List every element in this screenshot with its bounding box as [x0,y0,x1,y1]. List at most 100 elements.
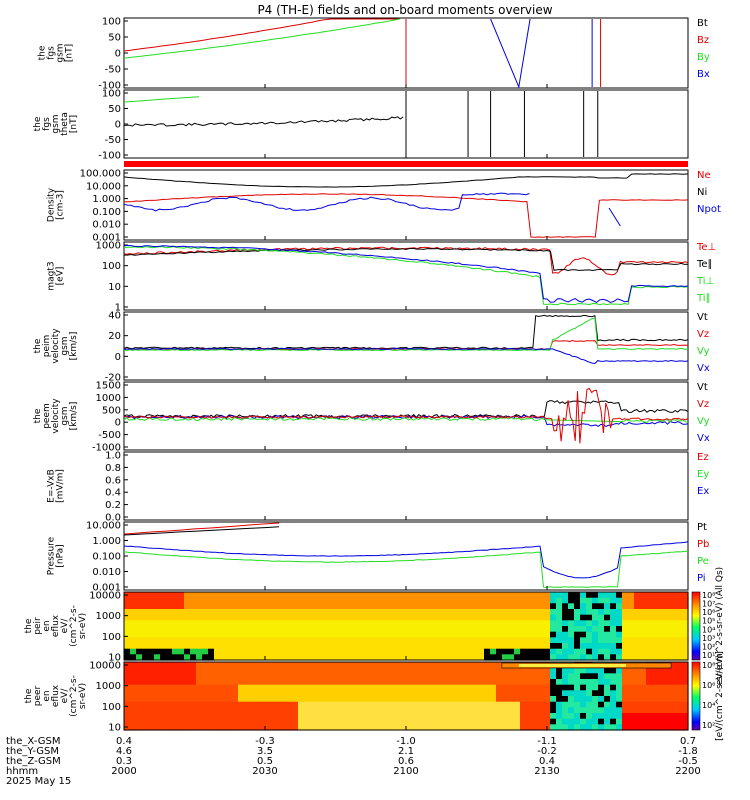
heatmap-cell [298,667,305,674]
heatmap-cell [592,707,599,714]
heatmap-cell [646,654,653,661]
heatmap-cell [634,673,641,680]
heatmap-cell [430,713,437,720]
heatmap-cell [418,597,425,604]
heatmap-cell [214,713,221,720]
heatmap-cell [544,679,551,686]
heatmap-cell [550,620,557,627]
heatmap-cell [508,648,515,655]
heatmap-cell [430,696,437,703]
heatmap-cell [520,684,527,691]
heatmap-cell [484,643,491,650]
heatmap-cell [154,724,161,731]
heatmap-cell [382,643,389,650]
heatmap-cell [574,592,581,599]
heatmap-cell [292,643,299,650]
heatmap-cell [406,597,413,604]
x-annotation-value: 2100 [393,766,418,777]
heatmap-cell [616,592,623,599]
heatmap-cell [436,626,443,633]
heatmap-cell [550,592,557,599]
heatmap-cell [496,679,503,686]
heatmap-cell [238,609,245,616]
heatmap-cell [610,626,617,633]
heatmap-cell [514,684,521,691]
heatmap-cell [232,597,239,604]
heatmap-cell [130,631,137,638]
heatmap-cell [490,626,497,633]
heatmap-cell [664,592,671,599]
heatmap-cell [658,631,665,638]
heatmap-cell [220,707,227,714]
heatmap-cell [226,684,233,691]
heatmap-cell [202,637,209,644]
heatmap-cell [418,690,425,697]
heatmap-cell [586,690,593,697]
heatmap-cell [322,679,329,686]
heatmap-cell [652,592,659,599]
heatmap-cell [472,643,479,650]
heatmap-cell [628,614,635,621]
y-tick-label: -20 [105,373,121,384]
heatmap-cell [622,718,629,725]
heatmap-cell [190,701,197,708]
heatmap-cell [358,667,365,674]
heatmap-cell [364,718,371,725]
heatmap-cell [268,667,275,674]
heatmap-cell [598,597,605,604]
heatmap-cell [292,707,299,714]
heatmap-cell [238,684,245,691]
heatmap-cell [478,667,485,674]
heatmap-cell [640,592,647,599]
heatmap-cell [268,684,275,691]
heatmap-cell [472,667,479,674]
heatmap-cell [472,597,479,604]
heatmap-cell [286,614,293,621]
heatmap-cell [196,696,203,703]
heatmap-cell [340,707,347,714]
heatmap-cell [550,637,557,644]
heatmap-cell [334,609,341,616]
heatmap-cell [244,597,251,604]
heatmap-cell [424,713,431,720]
heatmap-cell [208,643,215,650]
heatmap-cell [430,654,437,661]
heatmap-cell [190,690,197,697]
heatmap-cell [328,673,335,680]
heatmap-cell [280,724,287,731]
heatmap-cell [580,597,587,604]
heatmap-cell [244,643,251,650]
heatmap-cell [148,637,155,644]
heatmap-cell [232,684,239,691]
heatmap-cell [682,690,689,697]
heatmap-cell [214,667,221,674]
heatmap-cell [208,667,215,674]
heatmap-cell [160,679,167,686]
heatmap-cell [274,648,281,655]
heatmap-cell [136,597,143,604]
heatmap-cell [412,592,419,599]
heatmap-cell [412,614,419,621]
heatmap-cell [172,673,179,680]
heatmap-cell [514,643,521,650]
heatmap-cell [496,626,503,633]
heatmap-cell [250,654,257,661]
heatmap-cell [514,701,521,708]
heatmap-cell [238,673,245,680]
heatmap-cell [406,609,413,616]
heatmap-cell [148,631,155,638]
heatmap-cell [328,654,335,661]
colorbar-tick-label: 10⁴ [702,625,715,634]
heatmap-cell [262,673,269,680]
heatmap-cell [376,724,383,731]
heatmap-cell [400,643,407,650]
heatmap-cell [568,597,575,604]
heatmap-cell [508,643,515,650]
heatmap-cell [292,603,299,610]
heatmap-cell [388,592,395,599]
heatmap-cell [280,603,287,610]
heatmap-cell [532,620,539,627]
heatmap-cell [580,684,587,691]
heatmap-cell [400,614,407,621]
